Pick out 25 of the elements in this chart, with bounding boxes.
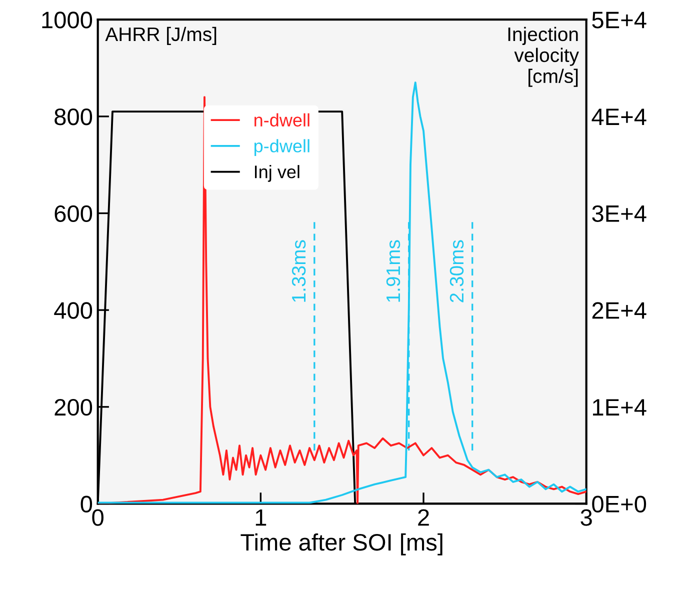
legend-label: n-dwell [254,113,310,127]
y2-tick-label: 0E+0 [592,496,646,512]
legend-label: Inj vel [254,165,300,182]
x-tick-label: 2 [418,509,429,526]
x-axis-title: Time after SOI [ms] [240,533,442,556]
y-tick-label: 400 [54,302,92,319]
y-tick-label: 1000 [42,12,92,28]
y-tick-label: 200 [54,398,92,416]
y-tick-label: 0 [80,496,92,512]
y2-tick-label: 1E+4 [593,399,646,416]
x-tick-label: 0 [92,509,104,526]
y-axis-title: AHRR [J/ms] [105,26,216,45]
y2-tick-label: 3E+4 [592,205,646,222]
ref-line-label: 2.30ms [450,240,464,302]
y-tick-label: 600 [54,205,92,222]
ref-line-label: 1.33ms [292,240,306,302]
y2-tick-label: 4E+4 [592,108,646,125]
y-tick-label: 800 [54,108,92,126]
x-tick-label: 1 [256,509,266,526]
x-tick-label: 3 [580,509,592,526]
y2-axis-title: Injection velocity [cm/s] [508,26,579,87]
ref-line-label: 1.91ms [386,240,400,302]
y2-tick-label: 5E+4 [592,12,646,28]
legend-label: p-dwell [254,139,310,156]
y2-tick-label: 2E+4 [592,302,646,319]
